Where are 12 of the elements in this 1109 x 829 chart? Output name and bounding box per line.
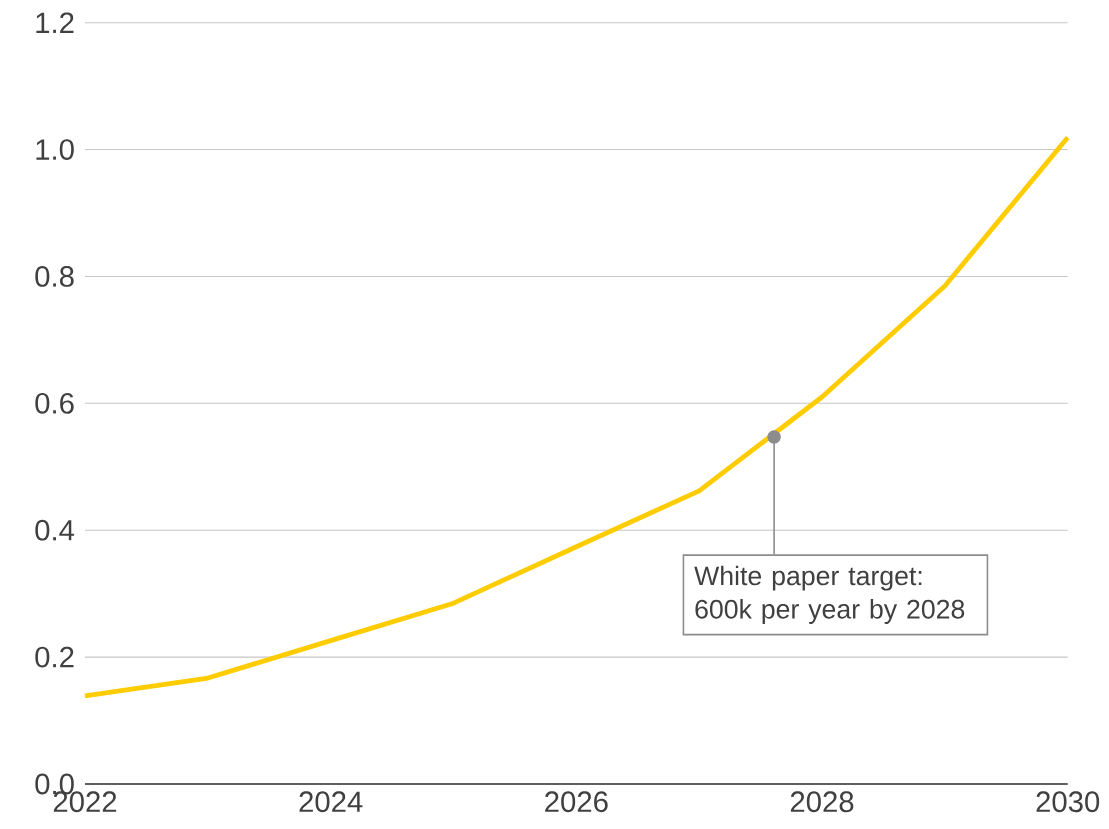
y-tick-label: 1.0 — [36, 139, 74, 160]
x-tick-label: 2028 — [790, 791, 854, 813]
line-series — [82, 135, 1071, 699]
y-tick-label: 1.2 — [36, 12, 74, 33]
y-tick-label: 0.6 — [35, 392, 74, 414]
annotation: White paper target: 600k per year by 2028 — [694, 565, 965, 624]
x-tick-label: 2030 — [1036, 791, 1100, 813]
y-tick-label: 0.8 — [35, 266, 74, 287]
x-tick-label: 2026 — [545, 791, 608, 813]
y-tick-label: 0.4 — [35, 519, 75, 541]
x-tick-label: 2024 — [299, 791, 363, 813]
y-tick-label: 0.2 — [35, 646, 74, 668]
